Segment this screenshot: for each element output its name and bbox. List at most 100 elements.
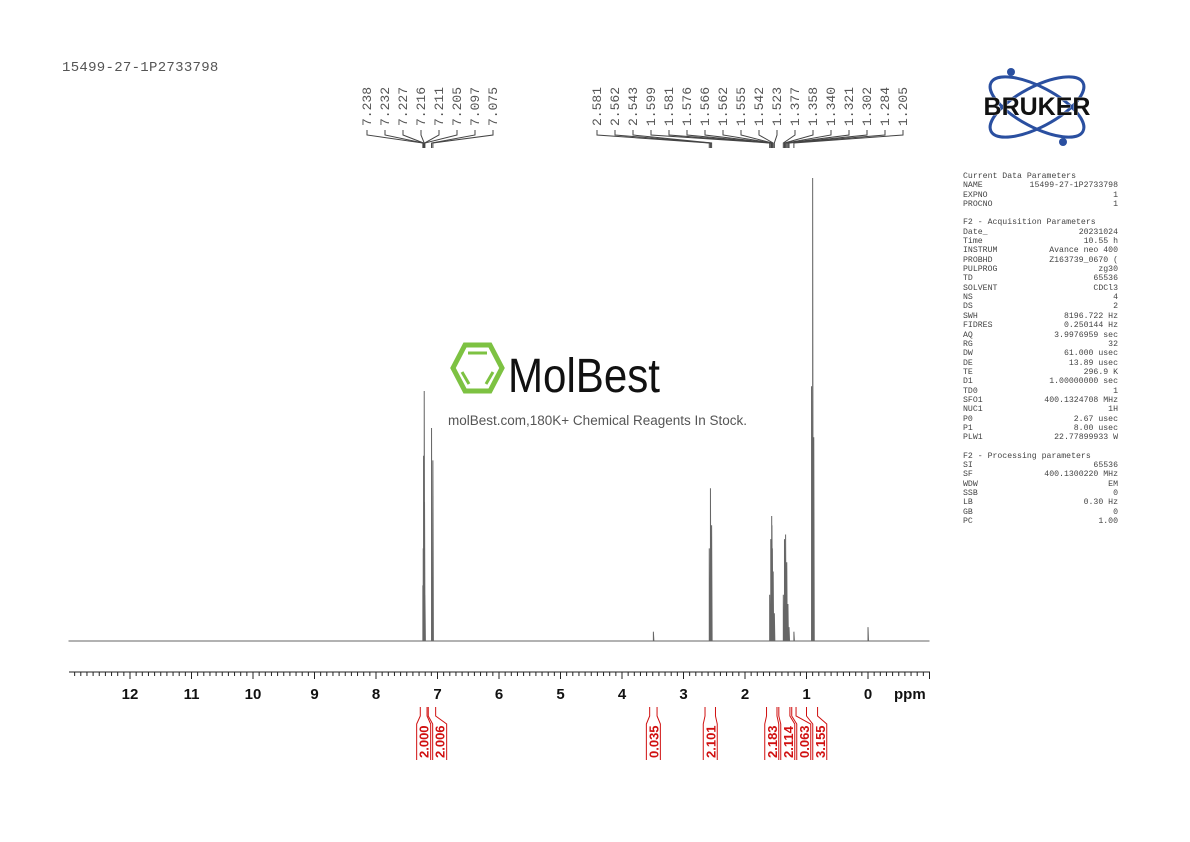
param-row: NS 4 (963, 293, 1118, 302)
x-tick-label: 10 (245, 686, 262, 703)
peak-label: 1.542 (752, 87, 767, 126)
x-axis-label: ppm (894, 686, 926, 703)
param-key: PLW1 (963, 433, 983, 443)
param-key: SOLVENT (963, 283, 998, 293)
svg-text:BRUKER: BRUKER (984, 93, 1091, 121)
param-section-title: Current Data Parameters (963, 172, 1077, 181)
x-tick-label: 2 (741, 686, 749, 703)
param-row: SI 65536 (963, 461, 1118, 470)
x-tick-label: 6 (495, 686, 503, 703)
peak-label-connector (786, 130, 850, 148)
param-section-title: F2 - Processing parameters (963, 451, 1091, 461)
param-value: 1 (1113, 200, 1118, 210)
param-key: TE (963, 367, 973, 377)
x-tick-label: 12 (122, 686, 139, 703)
peak-label-connector (686, 130, 772, 148)
param-key: SSB (963, 489, 978, 498)
param-value: 15499-27-1P2733798 (1029, 181, 1118, 191)
param-key: P0 (963, 414, 973, 424)
param-value: 400.1300220 MHz (1044, 470, 1118, 480)
peak-label: 1.555 (734, 87, 749, 126)
x-tick-label: 8 (372, 686, 380, 703)
ppm-axis: 12 11 10 9 8 7 6 5 4 3 2 1 0 ppm (69, 671, 930, 703)
param-row: LB 0.30 Hz (963, 498, 1118, 507)
param-value: 1.00000000 sec (1049, 377, 1118, 387)
param-row: PULPROG zg30 (963, 265, 1118, 274)
integral-bracket (714, 707, 718, 760)
peak-label: 7.205 (450, 87, 465, 126)
param-key: SFO1 (963, 395, 983, 405)
integral-bracket (656, 707, 661, 760)
peak-label-connector (758, 130, 774, 148)
param-value: 2.67 usec (1073, 414, 1118, 424)
param-key: INSTRUM (963, 246, 998, 256)
param-key: EXPNO (963, 190, 988, 200)
param-key: Time (963, 237, 983, 247)
param-value: 3.9976959 sec (1054, 330, 1118, 340)
param-value: 1H (1108, 405, 1118, 415)
param-row: TE 296.9 K (963, 368, 1118, 377)
param-value: 61.000 usec (1063, 349, 1118, 359)
param-row: SWH 8196.722 Hz (963, 312, 1118, 321)
peak-label: 1.523 (770, 87, 785, 126)
param-row: WDW EM (963, 480, 1118, 489)
param-row: SFO1 400.1324708 MHz (963, 396, 1118, 405)
peak-label: 1.576 (680, 87, 695, 126)
integral-bracket (806, 707, 814, 760)
peak-labels: 7.238 7.232 7.227 7.216 7.211 7.205 7.097 7.075… (360, 87, 911, 148)
param-row: NAME 15499-27-1P2733798 (963, 181, 1118, 190)
peak-label-connector (432, 130, 494, 148)
integral-bracket (795, 707, 812, 760)
param-key: PROBHD (963, 255, 993, 265)
peak-label-connector (424, 130, 458, 148)
integrals: 2.000 2.006 0.035 2.101 2.183 2.114 0.063 3.155 (416, 707, 828, 760)
param-row: P1 8.00 usec (963, 424, 1118, 433)
x-tick-label: 5 (556, 686, 564, 703)
peak-label-connector (740, 130, 773, 148)
svg-text:MolBest: MolBest (508, 350, 660, 403)
param-row: FIDRES 0.250144 Hz (963, 321, 1118, 330)
param-row: DW 61.000 usec (963, 349, 1118, 358)
peak-label-connector (773, 130, 778, 148)
peak-label: 1.581 (662, 87, 677, 126)
param-key: WDW (963, 479, 978, 489)
param-row: EXPNO 1 (963, 191, 1118, 200)
peak-label: 7.216 (414, 87, 429, 126)
param-value: 65536 (1093, 274, 1118, 284)
peak-label: 7.227 (396, 87, 411, 126)
param-key: SI (963, 460, 973, 470)
x-tick-label: 3 (679, 686, 687, 703)
x-tick-label: 9 (310, 686, 318, 703)
param-row: PC 1.00 (963, 517, 1118, 526)
param-row: P0 2.67 usec (963, 415, 1118, 424)
peak-label: 7.211 (432, 87, 447, 126)
param-key: SWH (963, 311, 978, 321)
integral-bracket (791, 707, 798, 760)
param-row: TD0 1 (963, 387, 1118, 396)
param-key: NUC1 (963, 405, 983, 415)
peak-label-connector (632, 130, 713, 148)
integral-value: 0.035 (646, 725, 661, 758)
param-row: INSTRUM Avance neo 400 (963, 246, 1118, 255)
integral-bracket (427, 707, 434, 760)
peak-label-connector (596, 130, 710, 148)
integral-bracket (435, 707, 448, 760)
param-key: AQ (963, 330, 973, 340)
integral-value: 2.183 (765, 725, 780, 758)
param-key: NS (963, 293, 973, 303)
x-tick-label: 11 (184, 686, 200, 703)
param-value: 22.77899933 W (1054, 433, 1118, 443)
peak-label: 1.321 (842, 87, 857, 126)
param-row: AQ 3.9976959 sec (963, 331, 1118, 340)
peak-label: 2.543 (626, 87, 641, 126)
peak-label: 1.302 (860, 87, 875, 126)
integral-bracket (645, 707, 651, 760)
param-value: 0 (1113, 507, 1118, 517)
param-row: NUC1 1H (963, 405, 1118, 414)
param-row: TD 65536 (963, 274, 1118, 283)
param-value: 0.30 Hz (1083, 498, 1118, 508)
peak-label: 1.377 (788, 87, 803, 126)
param-row: SOLVENT CDCl3 (963, 284, 1118, 293)
param-key: SF (963, 470, 973, 480)
integral-value: 0.063 (797, 725, 812, 758)
